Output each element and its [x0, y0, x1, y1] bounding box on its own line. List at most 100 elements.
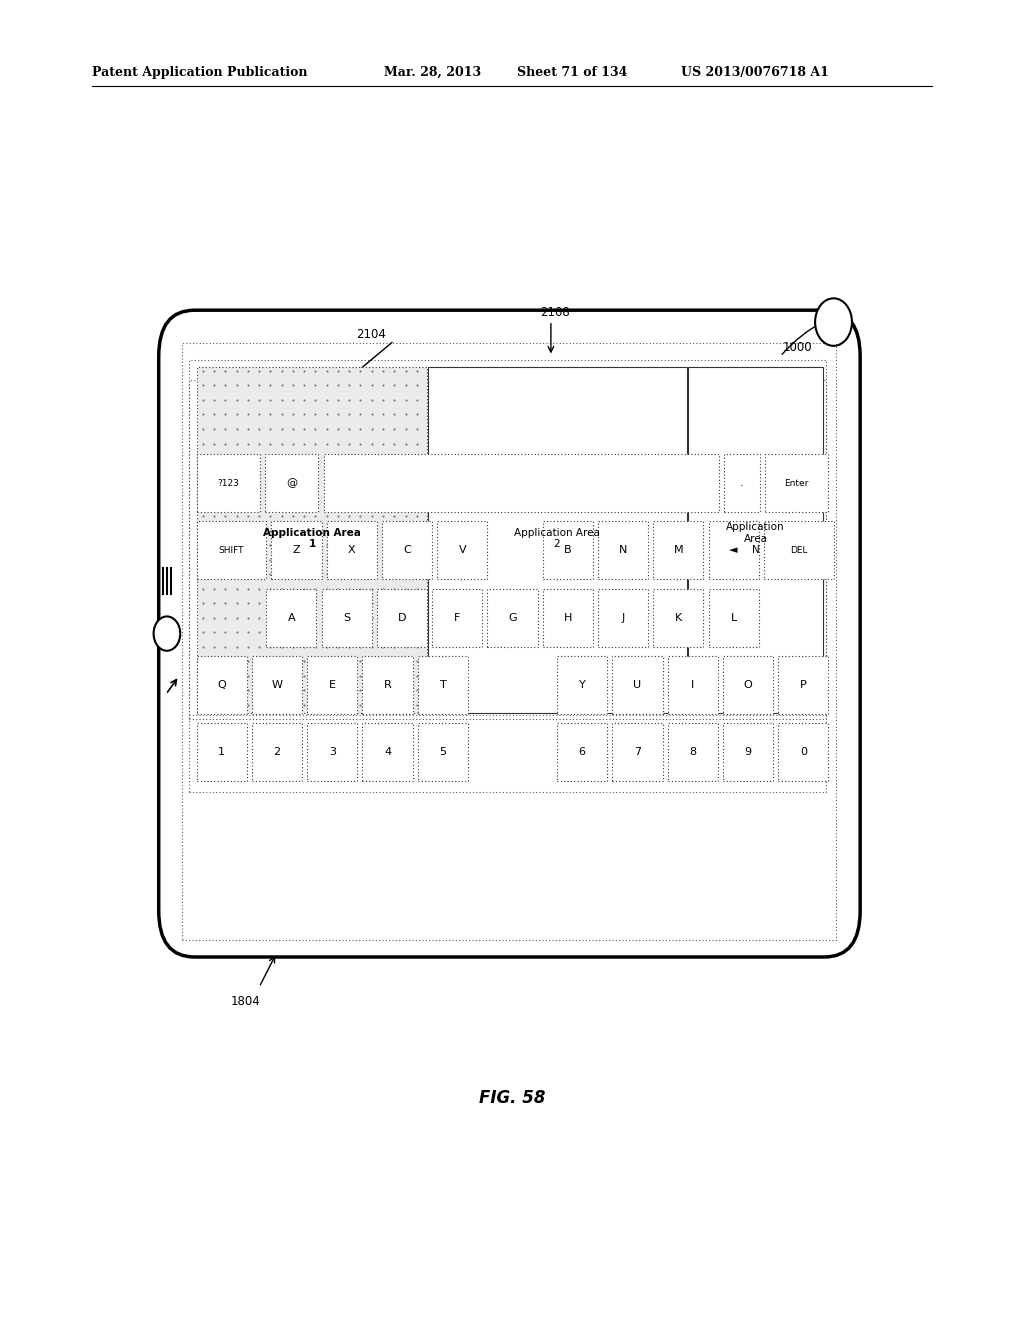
Bar	[612, 723, 663, 781]
Bar	[668, 723, 718, 781]
Bar	[197, 656, 247, 714]
Bar	[709, 589, 759, 647]
Text: ?123: ?123	[217, 479, 240, 487]
Text: B: B	[564, 545, 571, 556]
Text: 0: 0	[800, 747, 807, 758]
Bar	[543, 589, 593, 647]
Text: FIG. 58: FIG. 58	[479, 1089, 545, 1107]
Text: A: A	[288, 612, 295, 623]
Text: R: R	[384, 680, 391, 690]
Bar	[252, 723, 302, 781]
Text: O: O	[743, 680, 753, 690]
Text: 2108: 2108	[540, 306, 569, 319]
Text: K: K	[675, 612, 682, 623]
Bar	[432, 589, 482, 647]
Bar	[557, 723, 607, 781]
Text: 1000: 1000	[782, 341, 812, 354]
Bar	[598, 521, 648, 579]
Text: 1: 1	[218, 747, 225, 758]
Bar	[197, 454, 260, 512]
Text: Z: Z	[293, 545, 300, 556]
Bar	[362, 656, 413, 714]
Bar	[764, 521, 834, 579]
Bar	[487, 589, 538, 647]
Text: SHIFT: SHIFT	[219, 546, 244, 554]
Text: 5: 5	[439, 747, 446, 758]
Circle shape	[815, 298, 852, 346]
Bar	[266, 589, 316, 647]
Bar	[327, 521, 377, 579]
Text: Y: Y	[579, 680, 586, 690]
Bar	[778, 723, 828, 781]
Bar	[197, 723, 247, 781]
Bar	[543, 521, 593, 579]
FancyBboxPatch shape	[159, 310, 860, 957]
Bar	[653, 589, 703, 647]
Bar	[723, 656, 773, 714]
Bar	[612, 656, 663, 714]
Text: 9: 9	[744, 747, 752, 758]
Bar	[377, 589, 427, 647]
Bar	[322, 589, 372, 647]
Bar	[307, 723, 357, 781]
Text: T: T	[439, 680, 446, 690]
Text: Application Area
1: Application Area 1	[263, 528, 361, 549]
Text: L: L	[730, 612, 737, 623]
Text: S: S	[343, 612, 350, 623]
Bar	[765, 454, 828, 512]
Bar	[428, 367, 687, 713]
Bar	[598, 589, 648, 647]
Bar	[189, 360, 826, 719]
Text: 8: 8	[689, 747, 696, 758]
Text: Application
Area
N: Application Area N	[726, 521, 785, 556]
Text: F: F	[454, 612, 461, 623]
Text: G: G	[508, 612, 517, 623]
Bar	[197, 367, 427, 713]
Text: 2: 2	[273, 747, 281, 758]
Bar	[182, 343, 836, 940]
Bar	[252, 656, 302, 714]
Text: I: I	[691, 680, 694, 690]
Text: N: N	[618, 545, 628, 556]
Text: W: W	[271, 680, 283, 690]
Text: Enter: Enter	[784, 479, 809, 487]
Bar	[307, 656, 357, 714]
Bar	[778, 656, 828, 714]
Bar	[688, 367, 823, 713]
Bar	[724, 454, 760, 512]
Text: M: M	[674, 545, 683, 556]
Text: 2104: 2104	[356, 327, 386, 341]
Bar	[418, 656, 468, 714]
Circle shape	[154, 616, 180, 651]
Bar	[324, 454, 719, 512]
Bar	[271, 521, 322, 579]
Text: Patent Application Publication: Patent Application Publication	[92, 66, 307, 79]
Bar	[668, 656, 718, 714]
Bar	[197, 521, 266, 579]
Text: D: D	[397, 612, 407, 623]
Text: Q: Q	[217, 680, 226, 690]
Text: V: V	[459, 545, 466, 556]
Bar	[362, 723, 413, 781]
Text: 4: 4	[384, 747, 391, 758]
Text: @: @	[287, 478, 297, 488]
Text: E: E	[329, 680, 336, 690]
Text: 1804: 1804	[230, 995, 260, 1008]
Text: DEL: DEL	[790, 546, 808, 554]
Bar	[653, 521, 703, 579]
Bar	[382, 521, 432, 579]
Bar	[418, 723, 468, 781]
Text: Mar. 28, 2013: Mar. 28, 2013	[384, 66, 481, 79]
Text: C: C	[403, 545, 411, 556]
Bar	[709, 521, 759, 579]
Text: .: .	[740, 478, 743, 488]
Text: 3: 3	[329, 747, 336, 758]
Text: Sheet 71 of 134: Sheet 71 of 134	[517, 66, 628, 79]
Text: ◄: ◄	[729, 545, 738, 556]
Bar	[723, 723, 773, 781]
Text: US 2013/0076718 A1: US 2013/0076718 A1	[681, 66, 828, 79]
Bar	[265, 454, 318, 512]
Text: U: U	[634, 680, 641, 690]
Text: 6: 6	[579, 747, 586, 758]
Text: H: H	[563, 612, 572, 623]
